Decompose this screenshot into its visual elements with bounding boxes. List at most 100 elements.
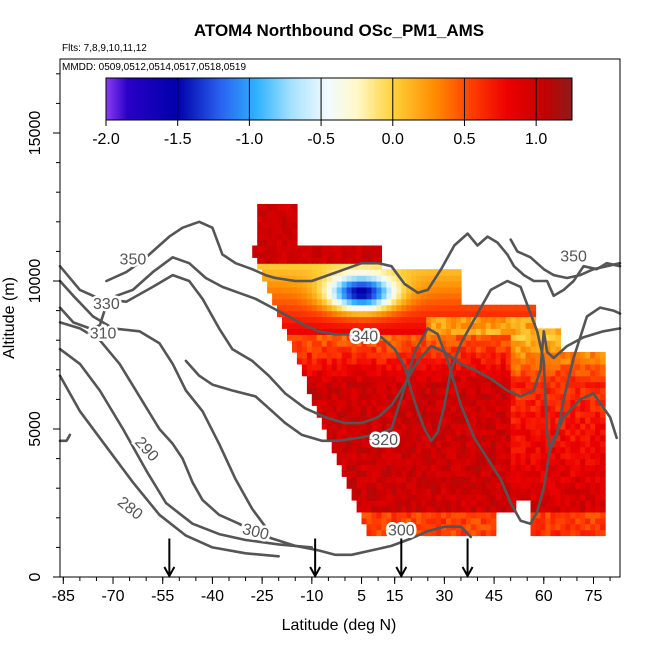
heatmap-cell bbox=[535, 358, 542, 365]
heatmap-cell bbox=[361, 381, 368, 389]
heatmap-cell bbox=[495, 446, 502, 454]
heatmap-cell bbox=[416, 352, 422, 359]
heatmap-cell bbox=[460, 304, 467, 312]
heatmap-cell bbox=[490, 340, 497, 347]
heatmap-cell bbox=[560, 458, 566, 466]
heatmap-cell bbox=[371, 429, 378, 436]
heatmap-cell bbox=[396, 322, 402, 329]
heatmap-cell bbox=[456, 517, 462, 525]
heatmap-cell bbox=[575, 363, 581, 371]
heatmap-cell bbox=[540, 458, 547, 466]
heatmap-cell bbox=[570, 517, 576, 525]
heatmap-cell bbox=[500, 429, 507, 436]
heatmap-cell bbox=[381, 304, 387, 312]
heatmap-cell bbox=[510, 358, 517, 365]
heatmap-cell bbox=[361, 440, 368, 448]
heatmap-cell bbox=[485, 358, 492, 365]
heatmap-cell bbox=[326, 298, 333, 306]
heatmap-cell bbox=[406, 470, 412, 477]
heatmap-cell bbox=[396, 434, 402, 442]
heatmap-cell bbox=[441, 340, 447, 347]
heatmap-cell bbox=[470, 500, 477, 507]
heatmap-cell bbox=[585, 429, 591, 436]
heatmap-cell bbox=[470, 440, 477, 448]
heatmap-cell bbox=[381, 369, 387, 377]
heatmap-cell bbox=[376, 440, 382, 448]
heatmap-cell bbox=[540, 440, 547, 448]
heatmap-cell bbox=[401, 488, 407, 495]
heatmap-cell bbox=[585, 517, 591, 525]
heatmap-cell bbox=[515, 452, 522, 460]
heatmap-cell bbox=[262, 221, 268, 229]
heatmap-cell bbox=[316, 352, 323, 359]
heatmap-cell bbox=[480, 399, 487, 406]
heatmap-cell bbox=[505, 369, 512, 377]
heatmap-cell bbox=[306, 381, 313, 389]
heatmap-cell bbox=[346, 281, 353, 288]
heatmap-cell bbox=[600, 458, 606, 466]
heatmap-cell bbox=[510, 328, 517, 335]
heatmap-cell bbox=[446, 292, 452, 300]
heatmap-cell bbox=[540, 511, 547, 519]
heatmap-cell bbox=[510, 423, 517, 430]
heatmap-cell bbox=[470, 506, 477, 513]
heatmap-cell bbox=[530, 334, 537, 341]
heatmap-cell bbox=[500, 417, 507, 424]
heatmap-cell bbox=[262, 227, 268, 235]
heatmap-cell bbox=[267, 210, 273, 217]
heatmap-cell bbox=[530, 440, 537, 448]
heatmap-cell bbox=[406, 275, 412, 282]
heatmap-cell bbox=[470, 482, 477, 489]
heatmap-cell bbox=[411, 411, 417, 418]
heatmap-cell bbox=[515, 417, 522, 424]
heatmap-cell bbox=[267, 239, 273, 247]
heatmap-cell bbox=[257, 210, 263, 217]
heatmap-cell bbox=[346, 257, 353, 264]
heatmap-cell bbox=[436, 440, 442, 448]
heatmap-cell bbox=[590, 476, 596, 483]
heatmap-cell bbox=[575, 446, 581, 454]
heatmap-cell bbox=[460, 381, 467, 389]
heatmap-cell bbox=[460, 470, 467, 477]
heatmap-cell bbox=[376, 399, 382, 406]
heatmap-cell bbox=[371, 405, 378, 412]
heatmap-cell bbox=[346, 452, 353, 460]
heatmap-cell bbox=[396, 346, 402, 353]
heatmap-cell bbox=[361, 245, 368, 252]
x-tick-label: 30 bbox=[435, 588, 453, 605]
heatmap-cell bbox=[490, 304, 497, 312]
heatmap-cell bbox=[376, 292, 382, 300]
heatmap-cell bbox=[296, 340, 303, 347]
heatmap-cell bbox=[575, 517, 581, 525]
heatmap-cell bbox=[441, 446, 447, 454]
heatmap-cell bbox=[505, 358, 512, 365]
heatmap-cell bbox=[436, 452, 442, 460]
heatmap-cell bbox=[296, 334, 303, 341]
heatmap-cell bbox=[277, 281, 283, 288]
heatmap-cell bbox=[590, 470, 596, 477]
heatmap-cell bbox=[351, 257, 358, 264]
colorbar-tick-label: -0.5 bbox=[307, 131, 335, 148]
heatmap-cell bbox=[381, 488, 387, 495]
heatmap-cell bbox=[376, 286, 382, 294]
heatmap-cell bbox=[485, 488, 492, 495]
heatmap-cell bbox=[470, 458, 477, 466]
heatmap-cell bbox=[475, 417, 482, 424]
heatmap-cell bbox=[495, 346, 502, 353]
heatmap-cell bbox=[570, 500, 576, 507]
heatmap-cell bbox=[451, 334, 457, 341]
heatmap-cell bbox=[371, 281, 378, 288]
heatmap-cell bbox=[316, 269, 323, 276]
heatmap-cell bbox=[460, 464, 467, 471]
heatmap-cell bbox=[575, 358, 581, 365]
heatmap-cell bbox=[590, 446, 596, 454]
heatmap-cell bbox=[485, 434, 492, 442]
heatmap-cell bbox=[351, 369, 358, 377]
heatmap-cell bbox=[465, 316, 472, 323]
heatmap-cell bbox=[456, 281, 462, 288]
heatmap-cell bbox=[376, 257, 382, 264]
heatmap-cell bbox=[570, 523, 576, 531]
heatmap-cell bbox=[301, 257, 308, 264]
heatmap-cell bbox=[545, 494, 551, 501]
heatmap-cell bbox=[371, 500, 378, 507]
